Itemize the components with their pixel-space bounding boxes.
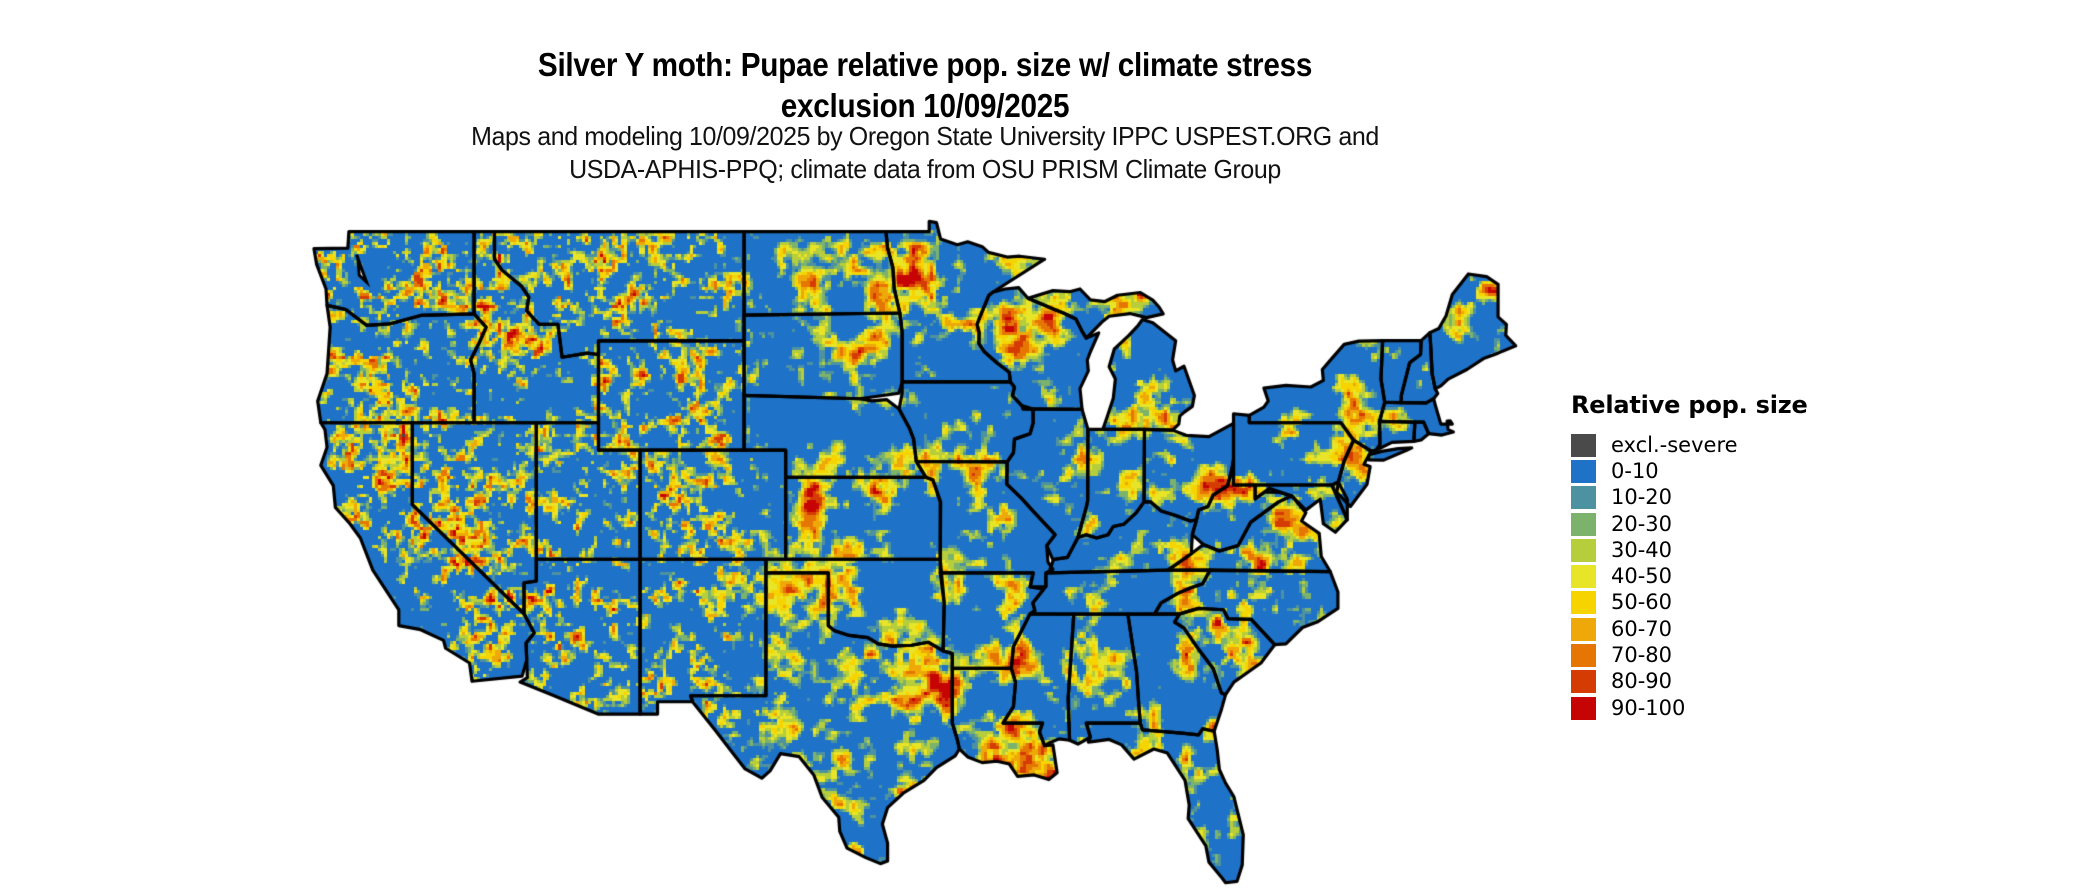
us-map-canvas bbox=[300, 218, 1524, 894]
legend-label: 60-70 bbox=[1611, 616, 1673, 641]
legend-item: 0-10 bbox=[1571, 458, 1871, 484]
legend-label: 0-10 bbox=[1611, 458, 1659, 483]
legend-swatch bbox=[1571, 617, 1596, 641]
legend-label: 80-90 bbox=[1611, 669, 1673, 694]
legend-label: 10-20 bbox=[1611, 485, 1673, 510]
legend-item: 10-20 bbox=[1571, 485, 1871, 511]
legend: Relative pop. size excl.-severe 0-10 10-20… bbox=[1571, 391, 1871, 721]
legend-label: 20-30 bbox=[1611, 511, 1673, 536]
legend-label: 90-100 bbox=[1611, 695, 1686, 720]
legend-item: 40-50 bbox=[1571, 563, 1871, 589]
legend-swatch bbox=[1571, 433, 1596, 457]
legend-item: 20-30 bbox=[1571, 511, 1871, 537]
legend-swatch bbox=[1571, 512, 1596, 536]
legend-swatch bbox=[1571, 696, 1596, 720]
legend-swatch bbox=[1571, 459, 1596, 483]
legend-swatch bbox=[1571, 591, 1596, 615]
legend-item: 50-60 bbox=[1571, 590, 1871, 616]
legend-swatch bbox=[1571, 486, 1596, 510]
legend-item: 90-100 bbox=[1571, 695, 1871, 721]
legend-swatch bbox=[1571, 644, 1596, 668]
legend-swatch bbox=[1571, 565, 1596, 589]
legend-item: 60-70 bbox=[1571, 616, 1871, 642]
legend-label: 40-50 bbox=[1611, 564, 1673, 589]
legend-swatch bbox=[1571, 670, 1596, 694]
legend-items: excl.-severe 0-10 10-20 20-30 30-40 40-50 50-6… bbox=[1571, 432, 1871, 721]
legend-item: 70-80 bbox=[1571, 642, 1871, 668]
legend-label: excl.-severe bbox=[1611, 432, 1738, 457]
legend-item: 30-40 bbox=[1571, 537, 1871, 563]
legend-item: excl.-severe bbox=[1571, 432, 1871, 458]
legend-item: 80-90 bbox=[1571, 669, 1871, 695]
legend-label: 50-60 bbox=[1611, 590, 1673, 615]
page-subtitle: Maps and modeling 10/09/2025 by Oregon S… bbox=[471, 121, 1379, 184]
legend-label: 70-80 bbox=[1611, 643, 1673, 668]
page-title: Silver Y moth: Pupae relative pop. size … bbox=[537, 46, 1313, 125]
legend-title: Relative pop. size bbox=[1571, 391, 1808, 419]
legend-swatch bbox=[1571, 538, 1596, 562]
us-map bbox=[300, 218, 1524, 894]
legend-label: 30-40 bbox=[1611, 537, 1673, 562]
